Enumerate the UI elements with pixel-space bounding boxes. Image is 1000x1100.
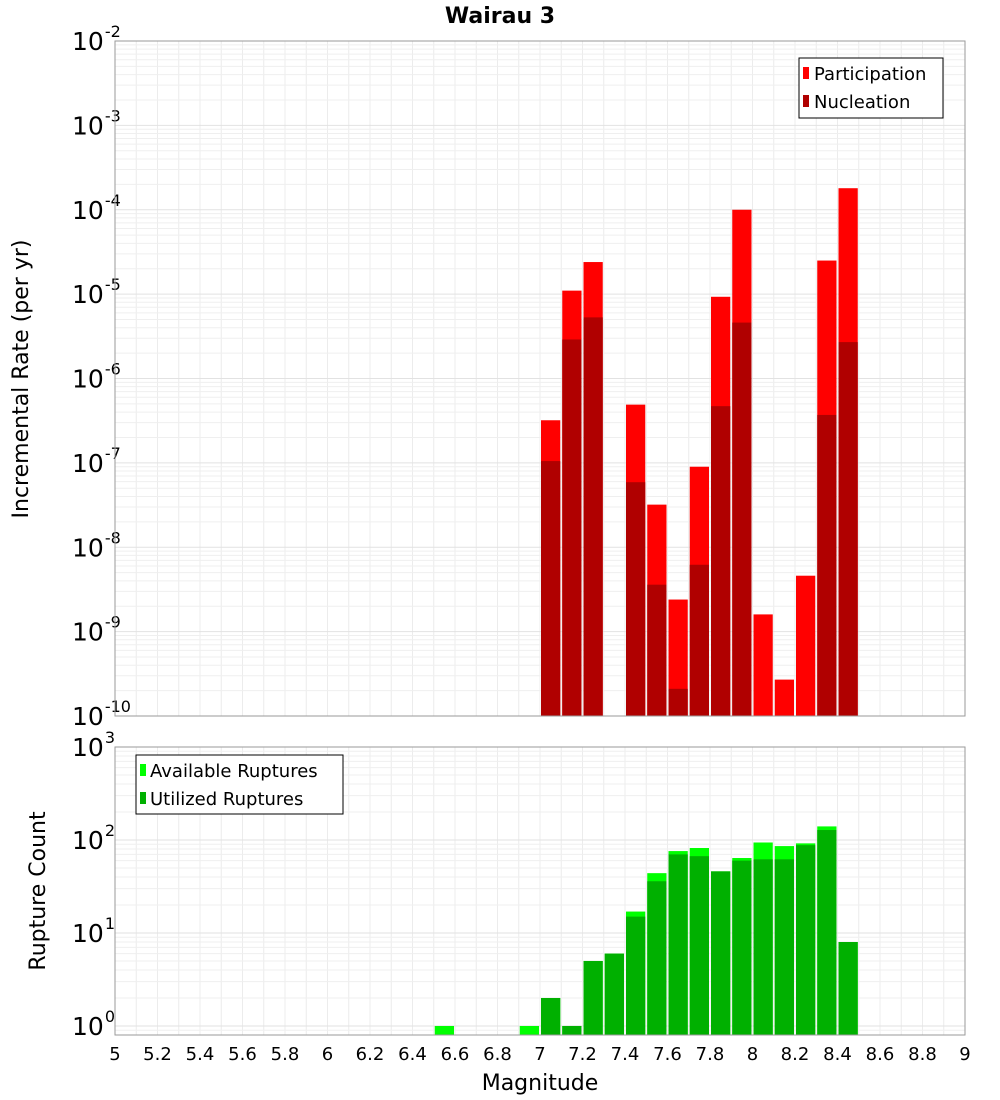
x-tick-label: 5.8 xyxy=(271,1044,300,1065)
y-tick-label: 10-2 xyxy=(72,22,121,56)
x-tick-label: 6.6 xyxy=(441,1044,470,1065)
bar-nucleation xyxy=(562,339,582,716)
bar-utilized-ruptures xyxy=(796,845,816,1035)
bar-participation xyxy=(753,614,773,716)
bar-nucleation xyxy=(668,688,688,716)
x-tick-label: 5.4 xyxy=(186,1044,215,1065)
x-axis-label: Magnitude xyxy=(482,1071,599,1096)
bar-nucleation xyxy=(711,406,731,716)
top-bars xyxy=(541,188,858,717)
bar-nucleation xyxy=(541,461,561,716)
top-y-axis-label: Incremental Rate (per yr) xyxy=(9,240,34,519)
bar-nucleation xyxy=(689,564,709,716)
bar-participation xyxy=(796,575,816,716)
bar-nucleation xyxy=(626,482,646,716)
x-tick-label: 5.6 xyxy=(228,1044,257,1065)
y-tick-label: 10-6 xyxy=(72,360,121,394)
x-tick-label: 8 xyxy=(747,1044,758,1065)
top-y-tick-labels: 10-10 10-9 10-8 10-7 10-6 10-5 10-4 10-3 10-2 xyxy=(72,22,131,731)
bar-available-ruptures xyxy=(434,1025,454,1035)
y-tick-label: 10-9 xyxy=(72,613,121,647)
bottom-legend: Available Ruptures Utilized Ruptures xyxy=(135,754,344,815)
top-plot-frame xyxy=(114,40,966,717)
y-tick-label: 10-3 xyxy=(72,106,121,140)
bar-utilized-ruptures xyxy=(753,859,773,1035)
bar-utilized-ruptures xyxy=(817,830,837,1035)
legend-label-utilized-ruptures: Utilized Ruptures xyxy=(150,789,303,810)
y-tick-label: 101 xyxy=(72,914,115,948)
bar-utilized-ruptures xyxy=(838,942,858,1035)
y-tick-label: 10-4 xyxy=(72,191,121,225)
bar-participation xyxy=(774,679,794,716)
bar-utilized-ruptures xyxy=(583,960,603,1035)
legend-label-nucleation: Nucleation xyxy=(814,92,910,113)
bar-nucleation xyxy=(732,322,752,716)
chart-title: Wairau 3 xyxy=(445,4,555,29)
bar-utilized-ruptures xyxy=(711,871,731,1035)
x-tick-label: 7.4 xyxy=(611,1044,640,1065)
x-tick-label: 6 xyxy=(322,1044,333,1065)
bar-utilized-ruptures xyxy=(647,881,667,1035)
y-tick-label: 10-10 xyxy=(72,697,131,731)
x-tick-label: 7 xyxy=(534,1044,545,1065)
top-plot-panel: 10-10 10-9 10-8 10-7 10-6 10-5 10-4 10-3 10-2 In… xyxy=(9,22,966,731)
y-tick-label: 10-5 xyxy=(72,275,121,309)
bottom-y-axis-label: Rupture Count xyxy=(26,811,51,971)
y-tick-label: 103 xyxy=(72,728,115,762)
x-tick-label: 6.4 xyxy=(398,1044,427,1065)
top-legend: Participation Nucleation xyxy=(798,57,944,119)
bar-nucleation xyxy=(647,584,667,716)
x-tick-label: 8.2 xyxy=(781,1044,810,1065)
legend-swatch-nucleation xyxy=(803,95,809,107)
bar-nucleation xyxy=(838,342,858,716)
bar-nucleation xyxy=(583,317,603,716)
x-tick-label: 7.8 xyxy=(696,1044,725,1065)
y-tick-label: 102 xyxy=(72,821,115,855)
y-tick-label: 10-7 xyxy=(72,444,121,478)
x-tick-label: 6.8 xyxy=(483,1044,512,1065)
x-tick-label: 8.4 xyxy=(823,1044,852,1065)
bar-utilized-ruptures xyxy=(626,916,646,1035)
bar-utilized-ruptures xyxy=(604,953,624,1035)
bar-utilized-ruptures xyxy=(732,860,752,1035)
x-tick-label: 5.2 xyxy=(143,1044,172,1065)
legend-swatch-available-ruptures xyxy=(140,764,146,776)
y-tick-label: 10-8 xyxy=(72,528,121,562)
legend-label-participation: Participation xyxy=(814,64,926,85)
bottom-plot-panel: 100 101 102 103 5 5.2 5.4 5.6 5.8 6 6.2 6.4 6.6 6.8 7… xyxy=(26,728,971,1096)
bar-nucleation xyxy=(817,414,837,716)
bar-available-ruptures xyxy=(519,1025,539,1035)
bar-participation xyxy=(668,599,688,716)
x-tick-label: 5 xyxy=(109,1044,120,1065)
bottom-y-tick-labels: 100 101 102 103 xyxy=(72,728,115,1041)
bar-utilized-ruptures xyxy=(668,854,688,1035)
x-tick-label: 7.6 xyxy=(653,1044,682,1065)
legend-swatch-utilized-ruptures xyxy=(140,792,146,804)
bottom-legend-box xyxy=(135,754,344,815)
x-tick-label: 9 xyxy=(959,1044,970,1065)
legend-label-available-ruptures: Available Ruptures xyxy=(150,761,318,782)
top-grid xyxy=(114,41,966,717)
top-legend-box xyxy=(798,57,944,119)
bar-utilized-ruptures xyxy=(541,997,561,1035)
x-tick-label: 8.6 xyxy=(866,1044,895,1065)
x-tick-label: 8.8 xyxy=(908,1044,937,1065)
x-tick-labels: 5 5.2 5.4 5.6 5.8 6 6.2 6.4 6.6 6.8 7 7.2 7.4 7.6 7.8 8… xyxy=(109,1044,970,1065)
legend-swatch-participation xyxy=(803,67,809,79)
bottom-plot-frame xyxy=(114,746,966,1036)
bar-utilized-ruptures xyxy=(689,856,709,1035)
bar-utilized-ruptures xyxy=(562,1025,582,1035)
x-tick-label: 7.2 xyxy=(568,1044,597,1065)
y-tick-label: 100 xyxy=(72,1007,115,1041)
x-tick-label: 6.2 xyxy=(356,1044,385,1065)
bottom-bars xyxy=(434,826,858,1035)
bar-utilized-ruptures xyxy=(774,859,794,1035)
